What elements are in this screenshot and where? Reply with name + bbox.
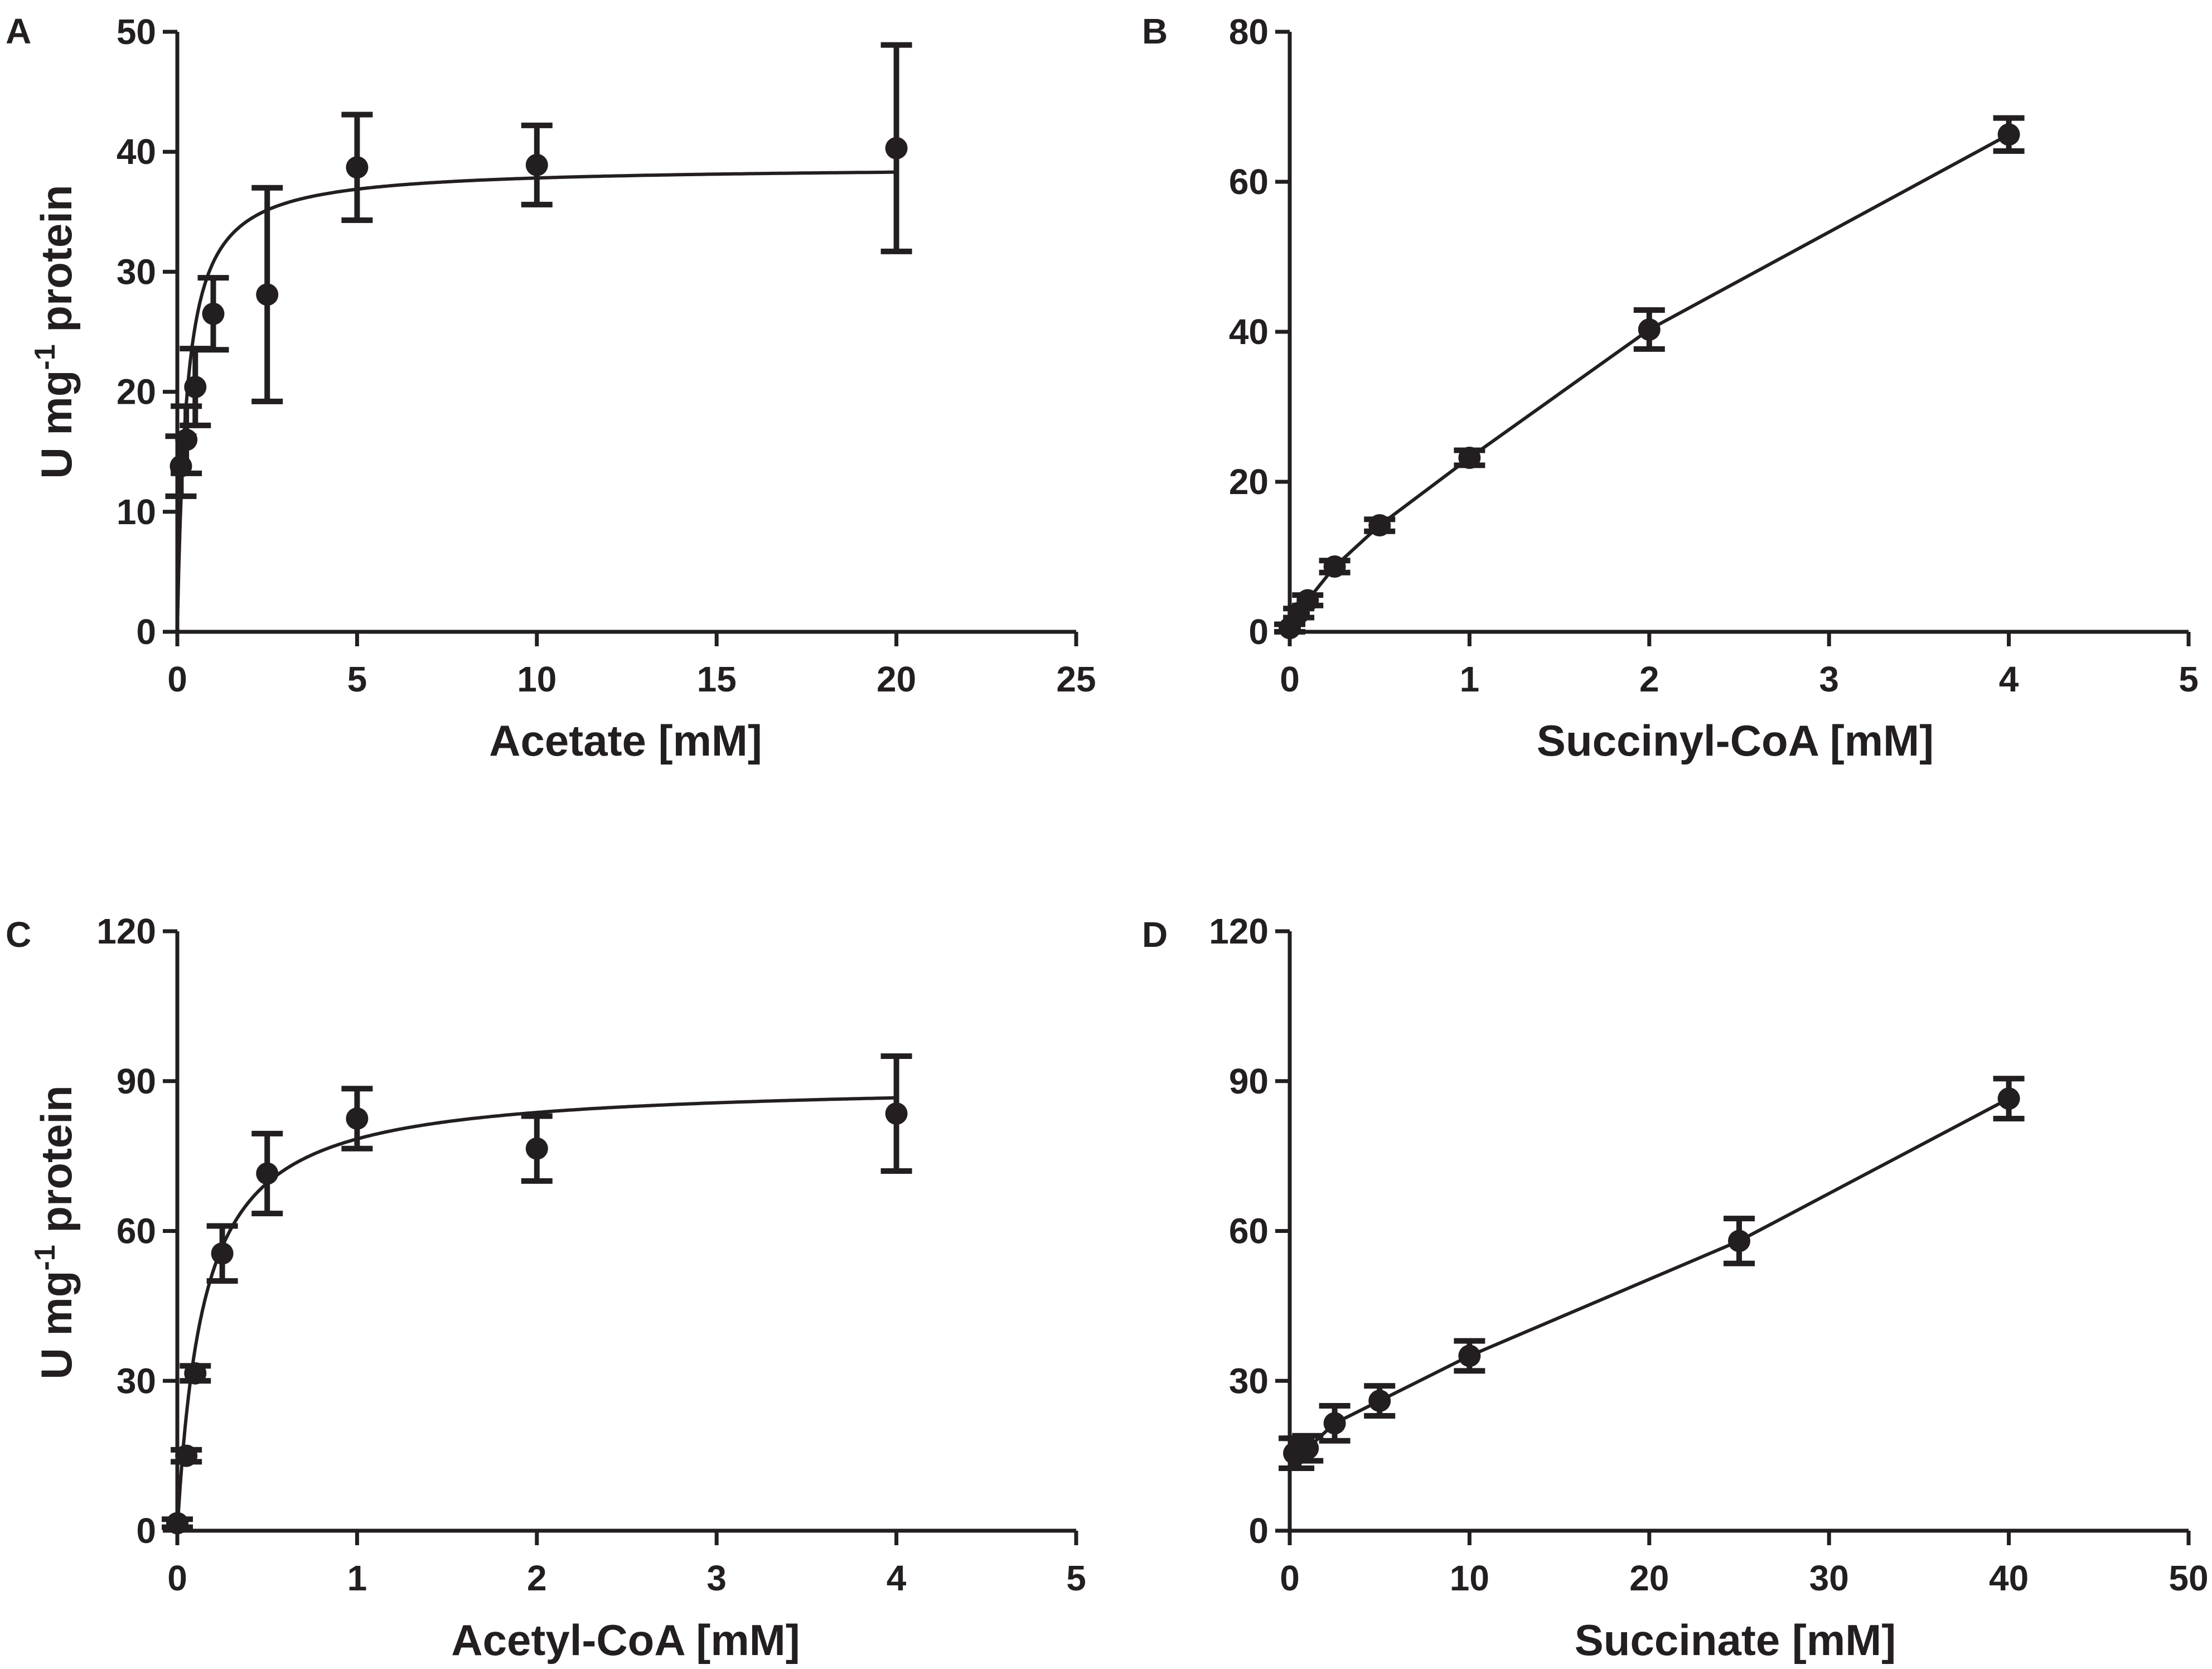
y-axis-title: U mg-1 protein (29, 185, 81, 478)
x-tick-label: 0 (167, 1558, 187, 1598)
data-point (175, 1444, 198, 1467)
y-axis-title: U mg-1 protein (29, 1085, 81, 1379)
x-axis-title: Acetyl-CoA [mM] (451, 1615, 800, 1665)
x-tick-label: 30 (1809, 1558, 1849, 1598)
y-tick-label: 20 (117, 372, 156, 412)
x-tick-label: 10 (517, 659, 556, 699)
y-axis-title-rest: protein (32, 185, 81, 344)
x-tick-label: 40 (1989, 1558, 2029, 1598)
x-tick-label: 15 (697, 659, 737, 699)
x-axis-title: Acetate [mM] (489, 716, 762, 765)
x-tick-label: 20 (877, 659, 916, 699)
data-point (1323, 555, 1346, 578)
data-point (1997, 1087, 2020, 1110)
y-tick-label: 30 (117, 251, 156, 292)
x-tick-label: 2 (527, 1558, 547, 1598)
data-point (1323, 1412, 1346, 1435)
data-point (1728, 1230, 1750, 1252)
y-tick-label: 40 (117, 132, 156, 172)
data-point (175, 428, 198, 451)
data-point (1296, 1437, 1319, 1460)
y-tick-label: 60 (1229, 162, 1269, 202)
data-point (1997, 123, 2020, 146)
panel-label: C (6, 915, 31, 955)
fit-curve (176, 170, 897, 632)
data-point (525, 1137, 548, 1160)
y-tick-label: 120 (96, 911, 156, 951)
fit-curve (1288, 133, 2010, 629)
data-point (256, 1162, 279, 1185)
data-point (1638, 318, 1661, 341)
y-tick-label: 60 (117, 1211, 156, 1251)
data-point (1368, 1390, 1391, 1412)
y-tick-label: 90 (1229, 1061, 1269, 1101)
panel-label: A (6, 11, 31, 51)
y-axis-title-main: U mg (32, 1271, 81, 1380)
y-tick-label: 120 (1209, 911, 1269, 951)
data-point (184, 1362, 207, 1385)
y-axis-title-sup: -1 (29, 344, 61, 370)
x-axis-title: Succinyl-CoA [mM] (1537, 716, 1934, 765)
y-tick-label: 30 (117, 1361, 156, 1401)
y-tick-label: 90 (117, 1061, 156, 1101)
data-point (1458, 446, 1481, 469)
y-tick-label: 0 (1248, 1511, 1269, 1551)
data-point (1296, 589, 1319, 612)
data-point (885, 137, 908, 159)
y-tick-label: 40 (1229, 312, 1269, 352)
data-point (346, 156, 369, 179)
x-tick-label: 5 (1066, 1558, 1086, 1598)
data-point (1458, 1344, 1481, 1367)
y-tick-label: 30 (1229, 1361, 1269, 1401)
panel-label: B (1142, 11, 1168, 51)
y-tick-label: 0 (1248, 612, 1269, 652)
data-point (1368, 514, 1391, 537)
panel-c: C 0 1 2 3 4 5 0 30 60 90 120 Acetyl-CoA [mM] U mg-… (6, 911, 1086, 1665)
x-tick-label: 4 (1999, 659, 2019, 699)
y-tick-label: 20 (1229, 462, 1269, 502)
x-tick-label: 0 (1280, 1558, 1300, 1598)
x-tick-label: 5 (347, 659, 367, 699)
panel-label: D (1142, 915, 1168, 955)
fit-curve (1294, 1097, 2010, 1455)
y-axis-title-main: U mg (32, 370, 81, 479)
data-point (885, 1102, 908, 1125)
x-tick-label: 1 (1460, 659, 1480, 699)
x-tick-label: 4 (887, 1558, 907, 1598)
panel-b: B 0 1 2 3 4 5 0 20 40 60 80 Succinyl-CoA [mM] (1142, 11, 2199, 765)
x-tick-label: 50 (2169, 1558, 2208, 1598)
x-tick-label: 0 (1280, 659, 1300, 699)
y-tick-label: 80 (1229, 12, 1269, 52)
x-tick-label: 20 (1629, 1558, 1669, 1598)
y-axis-title-rest: protein (32, 1085, 81, 1245)
data-point (256, 283, 279, 306)
y-tick-label: 60 (1229, 1211, 1269, 1251)
x-tick-label: 3 (1819, 659, 1839, 699)
panel-d: D 0 10 20 30 40 50 0 30 60 90 120 Succinate [mM] (1142, 911, 2209, 1665)
panel-a: A 0 5 10 15 20 25 0 10 20 30 40 50 Acetate [mM] U m… (6, 11, 1096, 765)
y-tick-label: 10 (117, 492, 156, 532)
y-tick-label: 0 (136, 1511, 156, 1551)
x-tick-label: 1 (347, 1558, 367, 1598)
x-tick-label: 10 (1450, 1558, 1489, 1598)
x-tick-label: 3 (706, 1558, 727, 1598)
data-point (346, 1107, 369, 1130)
y-axis-title-sup: -1 (29, 1245, 61, 1270)
y-tick-label: 0 (136, 612, 156, 652)
x-tick-label: 5 (2179, 659, 2199, 699)
data-point (211, 1242, 234, 1265)
data-point (202, 302, 225, 325)
data-point (166, 1512, 188, 1535)
data-point (525, 153, 548, 176)
y-tick-label: 50 (117, 12, 156, 52)
data-point (184, 375, 207, 398)
x-tick-label: 2 (1639, 659, 1659, 699)
x-tick-label: 0 (167, 659, 187, 699)
x-axis-title: Succinate [mM] (1575, 1615, 1896, 1665)
x-tick-label: 25 (1056, 659, 1096, 699)
